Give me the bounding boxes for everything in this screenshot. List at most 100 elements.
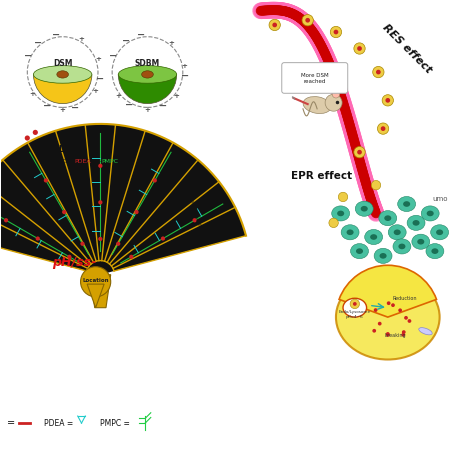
Polygon shape — [90, 275, 111, 308]
Circle shape — [330, 27, 342, 37]
Circle shape — [378, 322, 382, 326]
Ellipse shape — [388, 225, 406, 240]
Circle shape — [67, 255, 72, 259]
Circle shape — [305, 18, 310, 23]
Circle shape — [404, 316, 408, 319]
Text: +: + — [92, 88, 98, 94]
Text: RES effect: RES effect — [380, 22, 433, 75]
Circle shape — [353, 302, 357, 306]
Ellipse shape — [118, 66, 177, 83]
Circle shape — [373, 329, 376, 333]
Text: More DSM
reached: More DSM reached — [301, 73, 328, 83]
Text: Endo/Lysosome
pH=4~6: Endo/Lysosome pH=4~6 — [339, 310, 371, 319]
Circle shape — [44, 178, 48, 182]
Circle shape — [332, 91, 340, 98]
Ellipse shape — [57, 71, 68, 78]
Ellipse shape — [403, 201, 410, 207]
Text: −: − — [52, 30, 60, 40]
Text: −: − — [43, 101, 51, 111]
Ellipse shape — [407, 215, 425, 230]
Circle shape — [354, 146, 365, 158]
Ellipse shape — [346, 229, 354, 235]
Ellipse shape — [303, 97, 331, 114]
Text: +: + — [79, 36, 84, 43]
Ellipse shape — [343, 298, 366, 317]
Circle shape — [62, 210, 66, 214]
Ellipse shape — [337, 210, 344, 216]
Text: SDBM: SDBM — [135, 59, 160, 68]
Circle shape — [325, 94, 342, 111]
Circle shape — [376, 70, 381, 74]
Circle shape — [350, 299, 359, 309]
Ellipse shape — [374, 248, 392, 264]
Text: −: − — [25, 51, 33, 61]
Text: −: − — [34, 38, 43, 48]
Circle shape — [377, 123, 389, 134]
Ellipse shape — [380, 253, 387, 259]
Ellipse shape — [341, 225, 359, 240]
Circle shape — [81, 242, 84, 246]
Ellipse shape — [412, 220, 419, 226]
Ellipse shape — [398, 197, 416, 211]
Circle shape — [398, 309, 402, 312]
Text: −: − — [109, 51, 118, 61]
Wedge shape — [34, 74, 92, 104]
Text: −: − — [122, 36, 130, 46]
Text: =: = — [7, 418, 15, 428]
Wedge shape — [339, 265, 437, 317]
Text: SDBM: SDBM — [176, 184, 186, 205]
Text: −: − — [96, 73, 104, 83]
Ellipse shape — [419, 328, 432, 335]
Circle shape — [391, 303, 395, 307]
Text: +: + — [182, 63, 188, 69]
Ellipse shape — [332, 206, 350, 221]
Ellipse shape — [417, 239, 424, 245]
Ellipse shape — [356, 248, 363, 254]
Ellipse shape — [412, 234, 430, 249]
Circle shape — [401, 333, 405, 337]
Circle shape — [36, 237, 40, 241]
Polygon shape — [87, 284, 104, 308]
Text: pH/ss-: pH/ss- — [52, 256, 97, 269]
Ellipse shape — [336, 275, 439, 359]
Ellipse shape — [427, 210, 434, 216]
Circle shape — [408, 319, 411, 323]
Ellipse shape — [365, 229, 383, 245]
Text: DSM: DSM — [58, 146, 77, 155]
Wedge shape — [0, 124, 246, 275]
Ellipse shape — [384, 215, 392, 221]
Circle shape — [33, 130, 38, 135]
Circle shape — [329, 218, 338, 228]
Text: +: + — [169, 40, 174, 46]
Circle shape — [387, 301, 391, 305]
Text: Location: Location — [82, 278, 109, 283]
Circle shape — [382, 95, 393, 106]
Circle shape — [386, 332, 390, 336]
Ellipse shape — [356, 201, 373, 216]
Ellipse shape — [426, 244, 444, 259]
Ellipse shape — [431, 225, 448, 240]
Text: +: + — [116, 93, 121, 100]
Circle shape — [81, 267, 111, 297]
Circle shape — [161, 237, 165, 241]
Circle shape — [381, 126, 385, 131]
Ellipse shape — [34, 66, 92, 83]
Text: Self-assembly: Self-assembly — [74, 133, 151, 143]
Ellipse shape — [431, 248, 438, 254]
Circle shape — [302, 15, 313, 26]
Circle shape — [402, 330, 406, 334]
Text: +: + — [173, 93, 179, 100]
Text: +: + — [145, 107, 150, 113]
Text: EPR effect: EPR effect — [291, 171, 352, 181]
Text: PDEA =: PDEA = — [44, 419, 73, 428]
Circle shape — [33, 141, 38, 146]
Text: +: + — [60, 107, 65, 113]
Ellipse shape — [370, 234, 377, 240]
Circle shape — [385, 98, 390, 103]
Text: Reduction: Reduction — [392, 296, 417, 301]
Circle shape — [98, 237, 102, 241]
Ellipse shape — [421, 206, 439, 221]
Circle shape — [273, 23, 277, 27]
Ellipse shape — [142, 71, 153, 78]
FancyArrowPatch shape — [107, 135, 133, 141]
